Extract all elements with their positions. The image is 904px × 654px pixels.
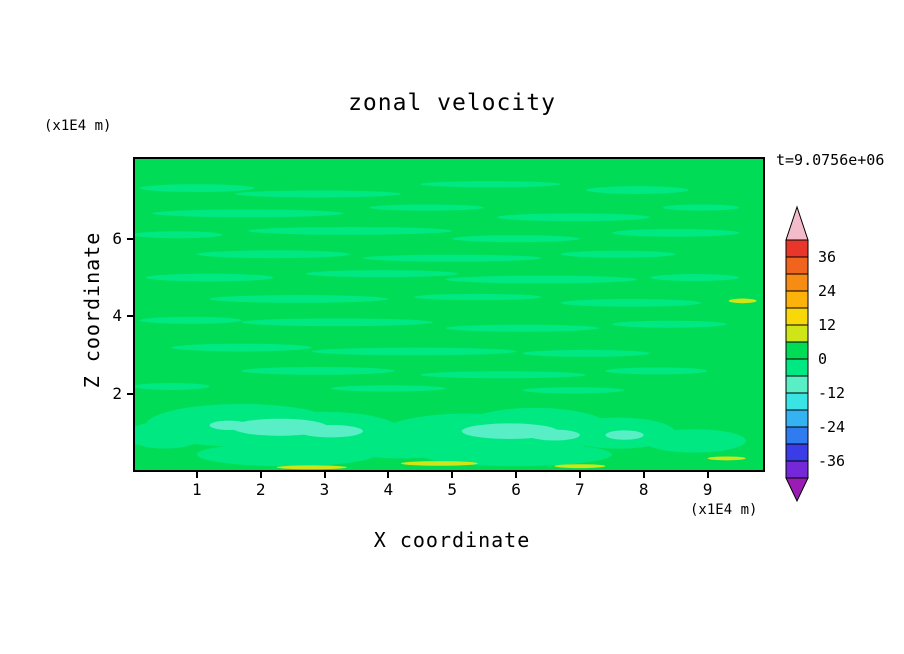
x-tick-mark	[259, 472, 262, 478]
y-axis-units: (x1E4 m)	[44, 118, 112, 134]
x-tick-label: 2	[255, 480, 266, 499]
y-tick-mark	[127, 393, 133, 396]
x-tick-label: 4	[383, 480, 394, 499]
y-tick-mark	[127, 237, 133, 240]
x-tick-mark	[323, 472, 326, 478]
colorbar-tick-label: -24	[818, 418, 846, 436]
y-tick-label: 6	[112, 228, 122, 248]
x-tick-mark	[515, 472, 518, 478]
time-annotation: t=9.0756e+06	[776, 151, 885, 169]
colorbar-tick-label: -36	[818, 452, 846, 470]
x-tick-label: 1	[192, 480, 202, 499]
x-tick-mark	[578, 472, 581, 478]
x-tick-label: 3	[319, 480, 330, 499]
x-tick-label: 8	[638, 480, 649, 499]
x-tick-label: 7	[575, 480, 585, 499]
y-tick-label: 2	[112, 384, 122, 404]
chart-title: zonal velocity	[348, 90, 556, 116]
colorbar-tick-label: 24	[818, 282, 837, 300]
y-tick-mark	[127, 315, 133, 318]
x-tick-mark	[451, 472, 454, 478]
x-tick-mark	[706, 472, 709, 478]
x-tick-label: 5	[447, 480, 457, 499]
contour-field	[133, 157, 765, 472]
x-tick-label: 6	[511, 480, 521, 499]
y-tick-label: 4	[112, 306, 122, 326]
x-axis-units: (x1E4 m)	[690, 502, 758, 518]
x-tick-mark	[195, 472, 198, 478]
x-axis-label: X coordinate	[373, 528, 531, 552]
x-tick-mark	[387, 472, 390, 478]
colorbar-tick-label: 0	[818, 350, 828, 368]
x-tick-label: 9	[702, 480, 713, 499]
colorbar	[785, 205, 809, 503]
colorbar-tick-label: -12	[818, 384, 846, 402]
colorbar-tick-label: 12	[818, 316, 837, 334]
colorbar-tick-label: 36	[818, 248, 837, 266]
x-tick-mark	[642, 472, 645, 478]
